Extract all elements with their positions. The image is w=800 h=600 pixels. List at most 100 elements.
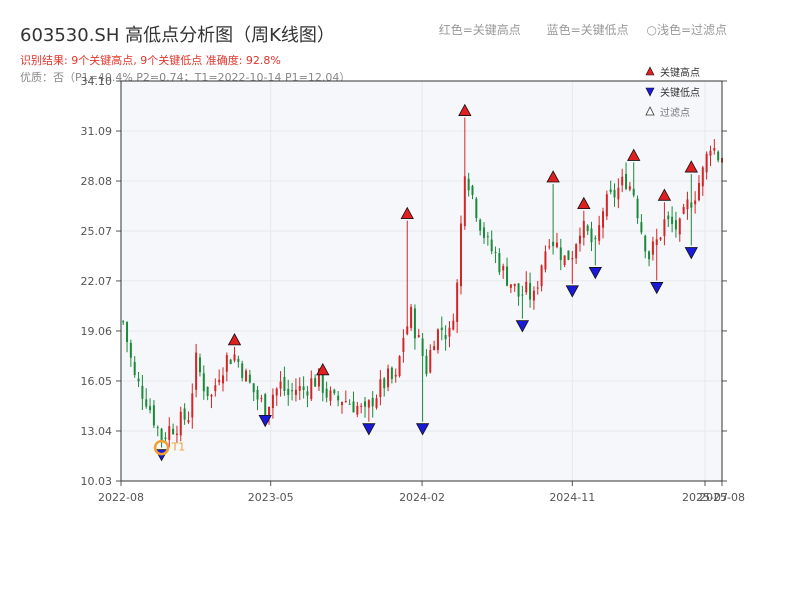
key-low-marker [258,414,272,428]
candle-body [459,223,462,287]
candle-body [344,401,347,403]
candle-body [475,198,478,218]
legend-label: 过滤点 [660,106,690,119]
candle-body [640,222,643,233]
candle-body [490,239,493,252]
key-high-marker [577,196,591,210]
candle-body [617,187,620,200]
candle-body [133,361,136,376]
candle-body [609,189,612,192]
candle-body [659,237,662,240]
candle-body [613,189,616,198]
candle-body [245,370,248,382]
candle-body [440,327,443,331]
candle-body [717,151,720,161]
x-tick-label: 2022-08 [98,491,144,504]
candle-body [152,405,155,426]
key-low-marker [684,247,698,260]
x-tick-label: 2025-08 [699,491,745,504]
key-high-marker [316,362,330,376]
y-tick-label: 10.03 [81,475,113,488]
candle-body [275,388,278,396]
candle-body [268,406,271,418]
candle-body [367,400,370,408]
candle-body [364,401,367,407]
key-low-marker [415,423,430,436]
candle-body [713,147,716,151]
legend-label: 关键高点 [660,66,700,79]
candle-body [283,376,286,391]
candle-body [697,182,700,201]
key-high-marker [684,160,698,173]
candle-body [479,219,482,231]
candle-body [221,375,224,384]
candle-body [233,354,236,361]
candle-body [513,283,516,287]
key-low-marker [588,267,603,280]
candle-body [325,388,328,398]
candle-body [632,188,635,196]
candle-body [701,167,704,187]
candle-body [536,287,539,289]
t1-label: T1 [171,441,186,454]
candle-body [371,397,374,407]
legend-low-symbol [645,87,655,97]
candle-body [651,241,654,255]
candle-body [686,199,689,210]
candle-body [129,342,132,358]
key-high-marker [227,333,242,346]
candle-body [548,246,551,248]
candle-body [586,225,589,232]
candle-body [417,335,420,338]
candle-body [674,220,677,230]
candle-body [179,411,182,436]
y-tick-label: 19.06 [81,325,113,338]
candle-body [156,427,159,429]
y-tick-label: 13.04 [81,425,113,438]
candle-body [517,283,520,297]
candle-body [122,321,125,323]
candle-body [655,239,658,246]
candle-body [387,368,390,388]
candle-body [425,355,428,375]
candle-body [671,216,674,224]
candle-body [575,244,578,259]
candle-body [559,247,562,261]
candle-body [183,408,186,420]
candle-body [356,405,359,415]
candle-body [421,338,424,357]
candle-body [532,290,535,301]
candle-body [525,281,528,293]
candle-body [206,386,209,396]
t1-marker [153,439,170,456]
legend-filtered-text: ○浅色=过滤点 [646,23,727,37]
candle-body [436,329,439,351]
candle-body [191,393,194,418]
candle-body [252,383,255,393]
legend-filtered-symbol [645,106,655,116]
candle-body [195,352,198,390]
candle-body [302,386,305,391]
candle-body [202,373,205,392]
candle-body [667,215,670,220]
candle-body [214,385,217,392]
candle-body [294,389,297,396]
candle-body [509,284,512,288]
candle-body [486,236,489,238]
candle-body [298,385,301,391]
candle-body [398,356,401,376]
candle-body [225,355,228,372]
candle-body [628,186,631,190]
candle-body [256,389,259,400]
key-high-marker [400,206,414,219]
y-tick-label: 25.07 [81,225,113,238]
candle-body [317,368,320,387]
candle-body [410,306,413,328]
candle-body [506,266,509,286]
key-low-marker [362,423,376,436]
candle-body [383,378,386,389]
key-high-marker [546,170,560,183]
candle-body [360,405,363,407]
candle-body [406,326,409,335]
candle-body [563,255,566,265]
